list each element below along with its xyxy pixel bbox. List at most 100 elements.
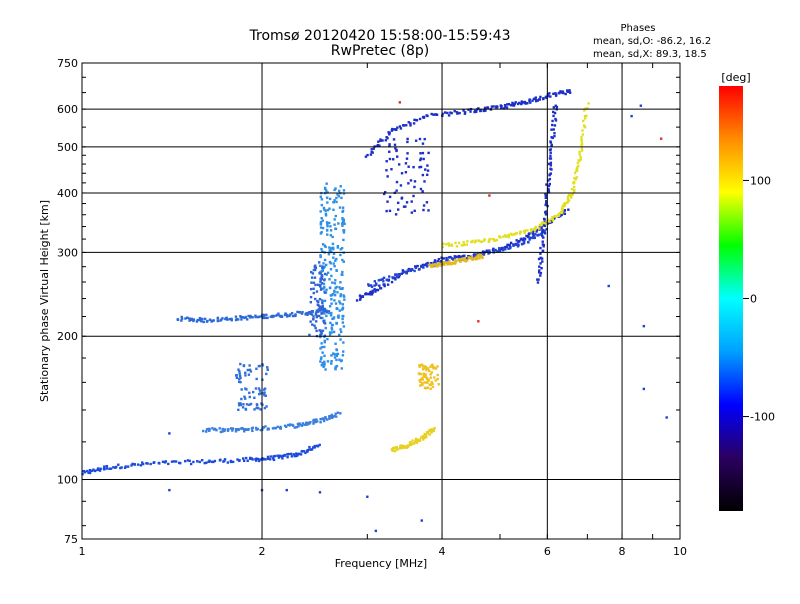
data-point	[329, 225, 332, 228]
data-point	[405, 445, 408, 448]
data-point	[341, 270, 344, 274]
data-point	[309, 287, 313, 291]
data-point	[458, 111, 461, 115]
data-point	[457, 241, 461, 245]
data-point	[544, 193, 547, 196]
data-point	[325, 182, 328, 185]
data-point	[319, 357, 323, 361]
data-point	[386, 175, 389, 178]
data-point	[198, 318, 201, 322]
data-point	[474, 253, 477, 256]
data-point	[378, 284, 381, 287]
data-point	[460, 255, 463, 259]
data-point	[323, 354, 326, 358]
data-point	[539, 271, 543, 275]
data-point	[373, 284, 376, 287]
data-point	[332, 262, 335, 265]
data-point	[339, 359, 343, 363]
data-point	[333, 282, 337, 285]
data-point	[369, 293, 372, 296]
data-point	[579, 158, 583, 161]
data-point	[544, 202, 548, 205]
data-point	[419, 158, 422, 162]
data-point	[236, 458, 239, 461]
data-point	[410, 211, 414, 214]
data-point	[405, 272, 408, 275]
data-point	[321, 265, 324, 268]
data-point	[321, 219, 324, 222]
data-point	[247, 427, 250, 431]
data-point	[342, 350, 345, 353]
data-point	[370, 148, 373, 151]
data-point	[202, 320, 205, 324]
data-point	[342, 295, 346, 298]
data-point	[426, 114, 429, 118]
data-point	[319, 279, 323, 282]
data-point	[564, 92, 567, 96]
data-point	[509, 241, 513, 245]
data-point	[290, 311, 294, 315]
data-point	[493, 249, 496, 252]
data-point	[315, 418, 318, 421]
data-point	[584, 107, 587, 110]
data-point	[330, 274, 333, 278]
data-point	[488, 194, 491, 197]
data-point	[541, 240, 544, 243]
data-point	[399, 184, 403, 187]
data-point	[549, 140, 552, 143]
data-point	[414, 437, 418, 441]
data-point	[326, 337, 329, 341]
data-point	[505, 245, 508, 249]
data-point	[428, 433, 431, 436]
data-point	[400, 446, 404, 449]
data-point	[205, 428, 209, 431]
data-point	[424, 373, 427, 376]
data-point	[320, 356, 323, 359]
data-point	[580, 143, 583, 147]
data-point	[258, 364, 261, 368]
data-point	[326, 223, 329, 226]
data-point	[284, 312, 287, 316]
data-point	[378, 144, 381, 147]
data-point	[411, 439, 414, 442]
data-point	[319, 316, 323, 320]
data-point	[414, 139, 418, 142]
data-point	[238, 372, 241, 375]
data-point	[239, 376, 242, 380]
data-point	[114, 465, 118, 469]
data-point	[321, 250, 324, 253]
data-point	[450, 243, 454, 247]
data-point	[126, 465, 130, 468]
data-point	[554, 117, 557, 121]
data-point	[319, 288, 323, 291]
data-point	[498, 249, 502, 253]
data-point	[323, 244, 326, 247]
data-point	[339, 248, 342, 251]
data-point	[312, 287, 315, 291]
data-point	[321, 329, 324, 332]
data-point	[461, 257, 464, 260]
data-point	[487, 240, 491, 244]
data-point	[547, 184, 551, 188]
data-point	[418, 137, 422, 141]
data-point	[255, 406, 258, 410]
data-point	[251, 316, 254, 319]
data-point	[379, 278, 383, 282]
data-point	[535, 99, 538, 102]
data-point	[330, 302, 333, 305]
data-point	[239, 315, 242, 318]
data-point	[573, 188, 576, 192]
data-point	[312, 422, 315, 425]
data-point	[461, 254, 465, 258]
data-point	[463, 257, 467, 260]
data-point	[396, 126, 399, 129]
data-point	[306, 450, 309, 453]
data-point	[433, 427, 436, 430]
data-point	[200, 459, 204, 462]
data-point	[373, 280, 377, 283]
data-point	[558, 212, 561, 215]
data-point	[341, 306, 345, 309]
data-point	[515, 239, 518, 242]
data-point	[338, 286, 341, 289]
data-point	[339, 185, 342, 188]
